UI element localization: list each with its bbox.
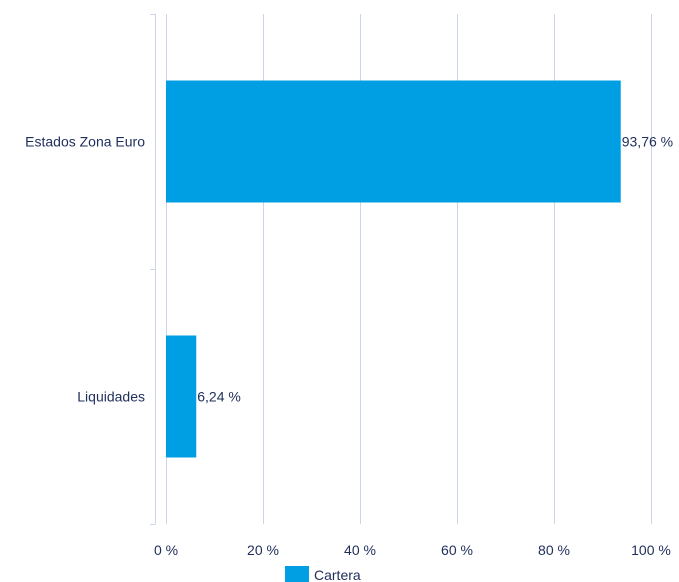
labels-layer: Estados Zona Euro 93,76 % Liquidades 6,24 % <box>25 134 673 405</box>
x-tick-label-4: 80 % <box>538 542 570 558</box>
x-tick-label-2: 40 % <box>344 542 376 558</box>
legend-swatch-cartera <box>285 566 309 582</box>
category-label-1: Liquidades <box>77 389 145 405</box>
bar-1[interactable] <box>166 335 197 458</box>
x-tick-label-1: 20 % <box>247 542 279 558</box>
category-label-0: Estados Zona Euro <box>25 134 145 150</box>
x-tick-label-3: 60 % <box>441 542 473 558</box>
x-axis-tick-labels: 0 % 20 % 40 % 60 % 80 % 100 % <box>154 542 671 558</box>
data-label-1: 6,24 % <box>197 389 241 405</box>
legend-label-cartera: Cartera <box>314 567 361 582</box>
x-tick-label-0: 0 % <box>154 542 178 558</box>
x-tick-label-5: 100 % <box>631 542 671 558</box>
data-label-0: 93,76 % <box>622 134 673 150</box>
bar-0[interactable] <box>166 80 621 203</box>
bars-layer <box>166 80 621 458</box>
category-axis <box>150 14 156 525</box>
legend[interactable]: Cartera <box>285 566 361 582</box>
